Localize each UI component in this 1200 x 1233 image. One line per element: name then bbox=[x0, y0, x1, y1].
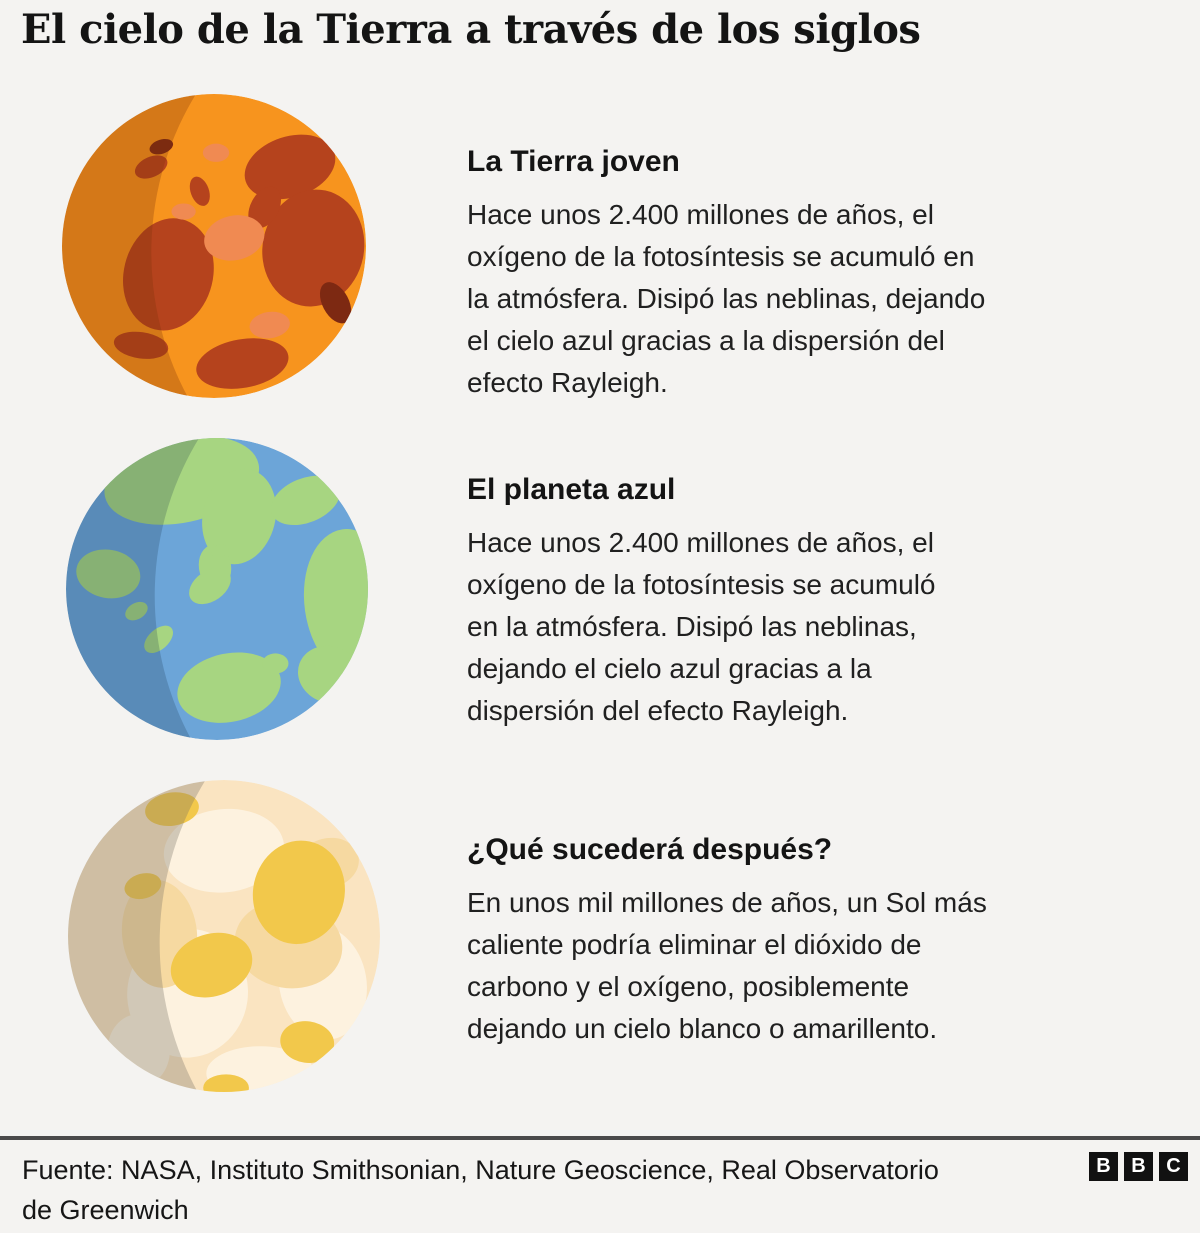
body-line: caliente podría eliminar el dióxido de bbox=[467, 929, 922, 960]
source-attribution: Fuente: NASA, Instituto Smithsonian, Nat… bbox=[22, 1150, 939, 1230]
bbc-logo-letter: C bbox=[1159, 1152, 1188, 1181]
bbc-logo-icon: B B C bbox=[1089, 1152, 1188, 1181]
section-future-sky: ¿Qué sucederá después? En unos mil millo… bbox=[467, 830, 1187, 1050]
footer-divider bbox=[0, 1136, 1200, 1140]
page-title: El cielo de la Tierra a través de los si… bbox=[21, 6, 921, 53]
body-line: el cielo azul gracias a la dispersión de… bbox=[467, 325, 945, 356]
body-line: oxígeno de la fotosíntesis se acumuló bbox=[467, 569, 936, 600]
planet-future-pale-illustration bbox=[68, 780, 380, 1092]
bbc-logo-letter: B bbox=[1124, 1152, 1153, 1181]
section-heading: El planeta azul bbox=[467, 473, 676, 506]
body-line: dejando el cielo azul gracias a la bbox=[467, 653, 872, 684]
section-heading: La Tierra joven bbox=[467, 145, 680, 178]
body-line: dispersión del efecto Rayleigh. bbox=[467, 695, 849, 726]
section-blue-planet: El planeta azul Hace unos 2.400 millones… bbox=[467, 470, 1187, 732]
body-line: efecto Rayleigh. bbox=[467, 367, 668, 398]
bbc-logo-letter: B bbox=[1089, 1152, 1118, 1181]
planet-blue-earth-illustration bbox=[66, 438, 368, 740]
section-young-earth: La Tierra joven Hace unos 2.400 millones… bbox=[467, 142, 1187, 404]
body-line: En unos mil millones de años, un Sol más bbox=[467, 887, 987, 918]
source-line: Fuente: NASA, Instituto Smithsonian, Nat… bbox=[22, 1155, 939, 1185]
source-line: de Greenwich bbox=[22, 1195, 189, 1225]
planet-young-earth-illustration bbox=[62, 94, 366, 398]
body-line: la atmósfera. Disipó las neblinas, dejan… bbox=[467, 283, 986, 314]
section-heading: ¿Qué sucederá después? bbox=[467, 833, 833, 866]
body-line: Hace unos 2.400 millones de años, el bbox=[467, 527, 934, 558]
body-line: en la atmósfera. Disipó las neblinas, bbox=[467, 611, 917, 642]
body-line: dejando un cielo blanco o amarillento. bbox=[467, 1013, 938, 1044]
body-line: oxígeno de la fotosíntesis se acumuló en bbox=[467, 241, 975, 272]
body-line: Hace unos 2.400 millones de años, el bbox=[467, 199, 934, 230]
body-line: carbono y el oxígeno, posiblemente bbox=[467, 971, 910, 1002]
